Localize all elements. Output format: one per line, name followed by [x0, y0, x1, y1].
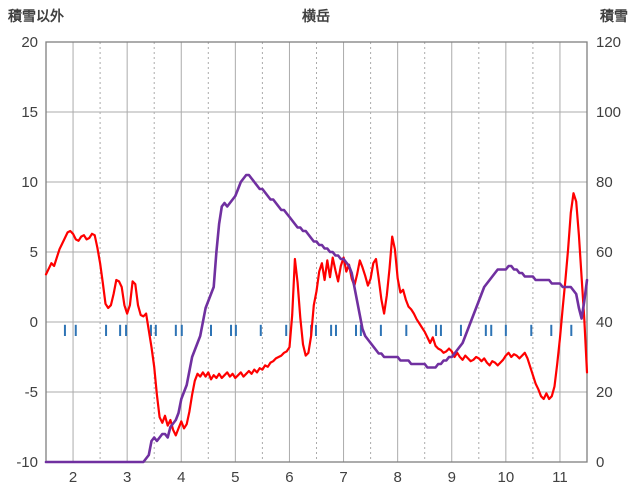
left-axis-tick-label: 10: [21, 174, 38, 191]
right-axis-title: 積雪: [600, 8, 628, 24]
left-axis-tick-label: 20: [21, 34, 38, 51]
right-axis-tick-label: 60: [596, 244, 613, 261]
x-axis-tick-label: 3: [123, 469, 131, 486]
x-axis-tick-label: 9: [448, 469, 456, 486]
left-axis-tick-label: 0: [30, 314, 38, 331]
x-axis-tick-label: 8: [393, 469, 401, 486]
series-line-temperature: [44, 192, 589, 437]
left-axis-tick-label: 15: [21, 104, 38, 121]
x-axis-tick-label: 5: [231, 469, 239, 486]
series-line-snow: [44, 173, 589, 464]
x-axis-tick-label: 6: [285, 469, 293, 486]
left-axis-tick-label: -10: [16, 454, 38, 471]
right-axis-tick-label: 100: [596, 104, 621, 121]
right-axis-tick-label: 20: [596, 384, 613, 401]
right-axis-tick-label: 120: [596, 34, 621, 51]
x-axis-tick-label: 10: [498, 469, 515, 486]
x-axis-tick-label: 11: [552, 469, 568, 486]
right-axis-tick-label: 0: [596, 454, 604, 471]
left-axis-title: 積雪以外: [8, 8, 64, 24]
x-axis-tick-label: 2: [69, 469, 77, 486]
plot-border: [45, 41, 588, 463]
right-axis-tick-label: 80: [596, 174, 613, 191]
left-axis-tick-label: 5: [30, 244, 38, 261]
right-axis-tick-label: 40: [596, 314, 613, 331]
left-axis-tick-label: -5: [25, 384, 38, 401]
x-axis-tick-label: 4: [177, 469, 185, 486]
chart-title: 横岳: [302, 8, 330, 24]
x-axis-tick-label: 7: [339, 469, 347, 486]
